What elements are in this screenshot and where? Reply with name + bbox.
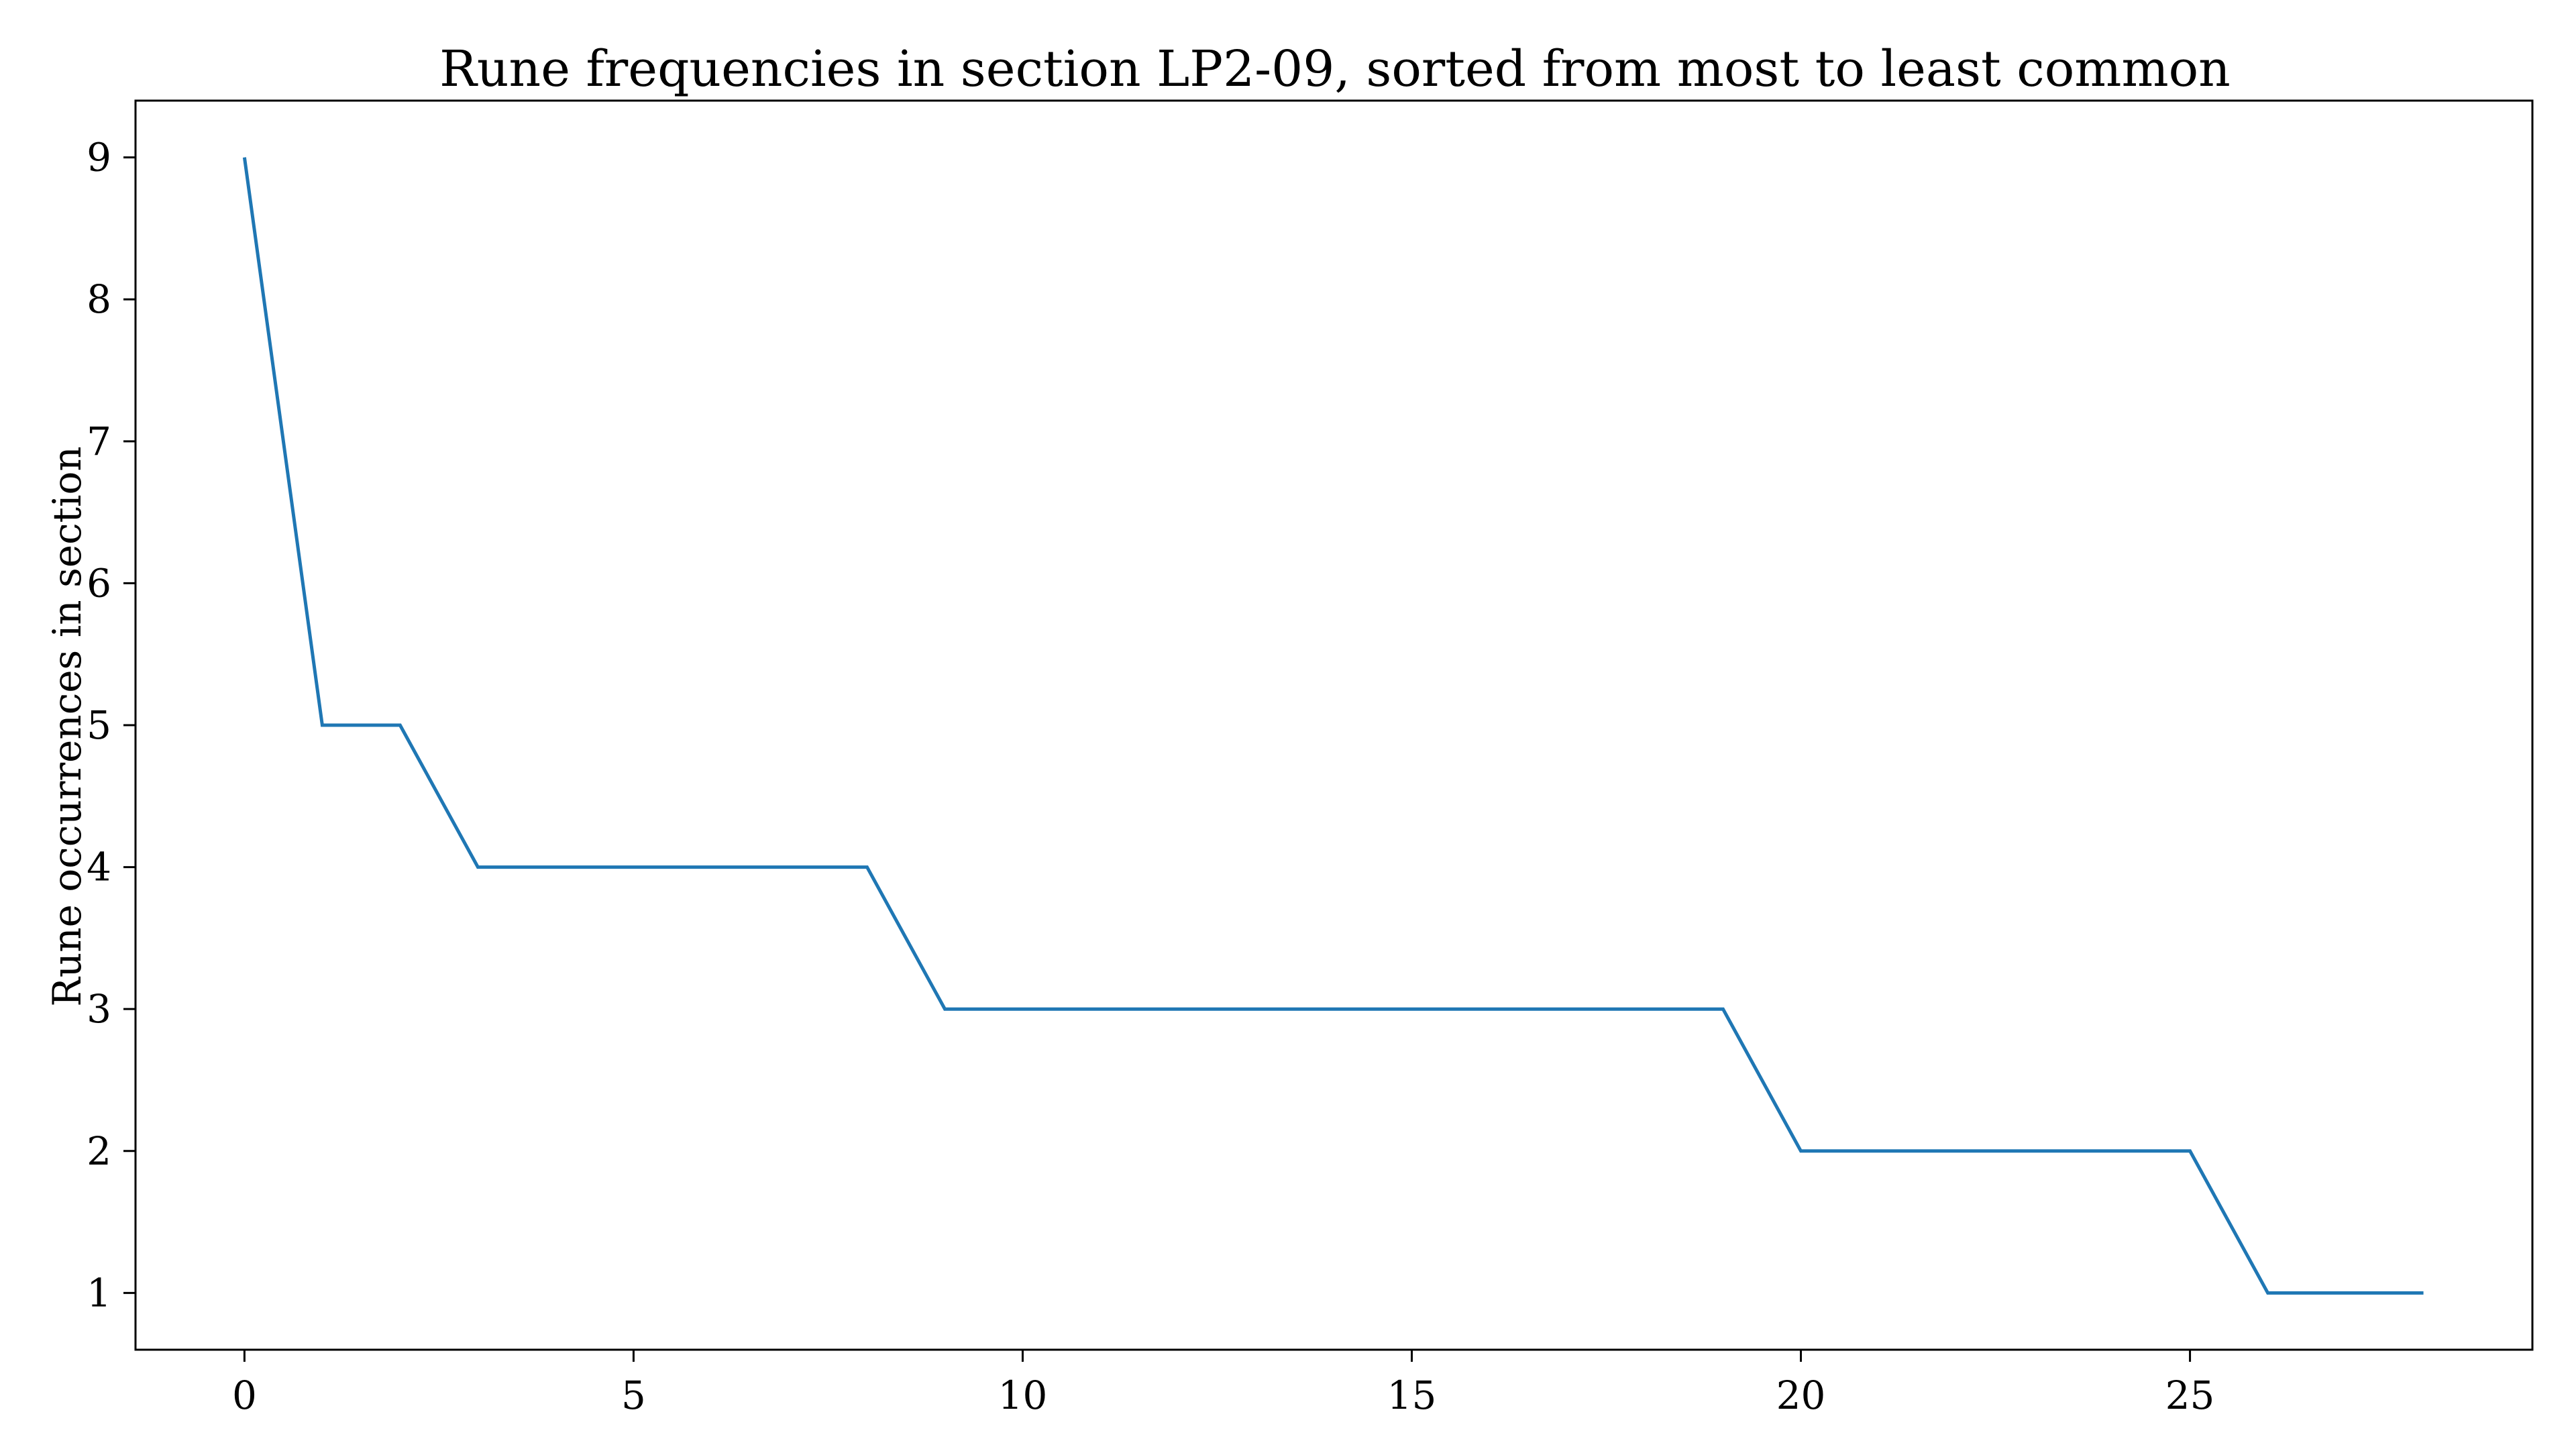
plot-area — [242, 157, 2424, 1295]
y-tick-label: 1 — [87, 1270, 111, 1316]
y-tick-label: 6 — [87, 560, 111, 606]
y-tick-label: 9 — [87, 135, 111, 180]
y-tick-label: 8 — [87, 276, 111, 322]
x-tick-label: 15 — [1387, 1373, 1437, 1418]
y-tick-label: 2 — [87, 1128, 111, 1174]
chart-title: Rune frequencies in section LP2-09, sort… — [439, 40, 2231, 98]
y-tick-label: 5 — [87, 702, 111, 748]
x-tick-label: 20 — [1776, 1373, 1826, 1418]
x-tick-label: 5 — [621, 1373, 646, 1418]
series-line — [242, 157, 2424, 1295]
axes-frame — [134, 99, 2534, 1351]
y-tick-label: 7 — [87, 419, 111, 464]
x-axis: 0 5 10 15 20 25 — [232, 1350, 2215, 1418]
y-axis: 1 2 3 4 5 6 7 8 9 — [87, 135, 136, 1316]
x-tick-label: 0 — [232, 1373, 257, 1418]
y-axis-label: Rune occurrences in section — [44, 446, 90, 1007]
y-tick-label: 3 — [87, 986, 111, 1032]
x-tick-label: 10 — [998, 1373, 1048, 1418]
x-tick-label: 25 — [2165, 1373, 2215, 1418]
y-tick-label: 4 — [87, 845, 111, 890]
